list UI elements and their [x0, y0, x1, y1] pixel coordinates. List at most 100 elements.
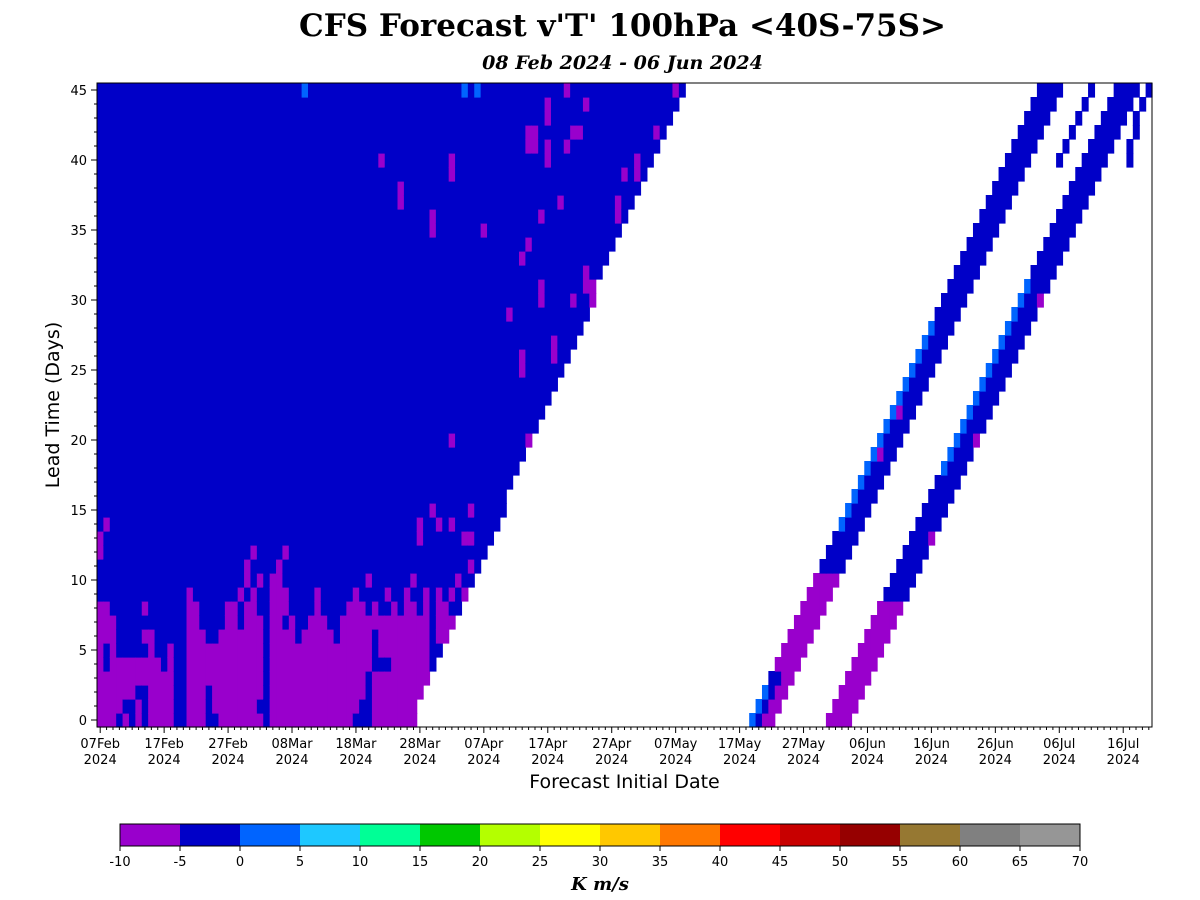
- heatmap-cell: [519, 335, 526, 350]
- heatmap-cell: [800, 615, 808, 630]
- heatmap-cell: [339, 559, 347, 574]
- heatmap-cell: [506, 237, 514, 252]
- heatmap-cell: [135, 97, 143, 112]
- heatmap-cell: [845, 699, 853, 714]
- heatmap-cell: [186, 111, 194, 126]
- heatmap-cell: [308, 139, 315, 154]
- heatmap-cell: [391, 517, 399, 532]
- heatmap-cell: [416, 111, 424, 126]
- heatmap-cell: [141, 391, 149, 406]
- heatmap-cell: [180, 503, 188, 518]
- heatmap-cell: [461, 503, 469, 518]
- heatmap-cell: [582, 223, 590, 238]
- heatmap-cell: [474, 433, 482, 448]
- heatmap-cell: [199, 293, 207, 308]
- heatmap-cell: [128, 125, 136, 140]
- heatmap-cell: [461, 475, 469, 490]
- heatmap-cell: [378, 419, 386, 434]
- heatmap-cell: [435, 489, 443, 504]
- heatmap-cell: [212, 643, 220, 658]
- heatmap-cell: [397, 153, 405, 168]
- heatmap-cell: [359, 433, 367, 448]
- heatmap-cell: [352, 111, 360, 126]
- heatmap-cell: [384, 713, 392, 728]
- heatmap-cell: [384, 209, 392, 224]
- heatmap-cell: [589, 293, 597, 308]
- heatmap-cell: [455, 363, 463, 378]
- heatmap-cell: [480, 335, 488, 350]
- heatmap-cell: [1094, 153, 1102, 168]
- heatmap-cell: [461, 419, 469, 434]
- heatmap-cell: [397, 489, 405, 504]
- heatmap-cell: [269, 657, 277, 672]
- heatmap-cell: [352, 671, 360, 686]
- heatmap-cell: [288, 433, 296, 448]
- heatmap-cell: [525, 111, 533, 126]
- heatmap-cell: [327, 489, 335, 504]
- heatmap-cell: [602, 237, 610, 252]
- heatmap-cell: [384, 685, 392, 700]
- heatmap-cell: [410, 321, 418, 336]
- heatmap-cell: [301, 167, 309, 182]
- heatmap-cell: [224, 377, 232, 392]
- heatmap-cell: [378, 335, 386, 350]
- heatmap-cell: [339, 433, 347, 448]
- heatmap-cell: [557, 153, 565, 168]
- heatmap-cell: [173, 377, 181, 392]
- heatmap-cell: [186, 223, 194, 238]
- heatmap-cell: [563, 251, 571, 266]
- heatmap-cell: [135, 335, 143, 350]
- heatmap-cell: [423, 657, 431, 672]
- heatmap-cell: [327, 111, 335, 126]
- heatmap-cell: [391, 573, 399, 588]
- heatmap-cell: [244, 167, 252, 182]
- heatmap-cell: [135, 377, 143, 392]
- heatmap-cell: [154, 713, 162, 728]
- heatmap-cell: [199, 475, 207, 490]
- heatmap-cell: [250, 153, 258, 168]
- heatmap-cell: [282, 433, 290, 448]
- heatmap-cell: [314, 153, 322, 168]
- heatmap-cell: [154, 447, 162, 462]
- heatmap-cell: [212, 279, 220, 294]
- heatmap-cell: [1145, 83, 1153, 98]
- heatmap-cell: [563, 125, 571, 140]
- heatmap-cell: [461, 517, 469, 532]
- heatmap-cell: [192, 671, 200, 686]
- heatmap-cell: [128, 475, 136, 490]
- heatmap-cell: [250, 475, 258, 490]
- heatmap-cell: [1094, 125, 1102, 140]
- heatmap-cell: [359, 419, 367, 434]
- heatmap-cell: [410, 307, 418, 322]
- heatmap-cell: [371, 139, 379, 154]
- heatmap-cell: [346, 671, 354, 686]
- heatmap-cell: [845, 713, 853, 728]
- heatmap-cell: [250, 545, 258, 560]
- heatmap-cell: [1107, 139, 1115, 154]
- heatmap-cell: [288, 335, 296, 350]
- heatmap-cell: [141, 531, 149, 546]
- heatmap-cell: [160, 699, 168, 714]
- heatmap-cell: [378, 489, 386, 504]
- heatmap-cell: [857, 643, 865, 658]
- heatmap-cell: [506, 223, 514, 238]
- heatmap-cell: [276, 699, 284, 714]
- heatmap-cell: [192, 643, 200, 658]
- heatmap-cell: [544, 125, 552, 140]
- heatmap-cell: [308, 321, 315, 336]
- heatmap-cell: [979, 419, 987, 434]
- heatmap-cell: [371, 615, 379, 630]
- heatmap-cell: [346, 237, 354, 252]
- heatmap-cell: [563, 167, 571, 182]
- heatmap-cell: [614, 167, 622, 182]
- heatmap-cell: [141, 433, 149, 448]
- heatmap-cell: [365, 97, 373, 112]
- heatmap-cell: [582, 307, 590, 322]
- heatmap-cells: [97, 83, 1153, 728]
- heatmap-cell: [972, 433, 980, 448]
- heatmap-cell: [180, 587, 188, 602]
- heatmap-cell: [301, 559, 309, 574]
- heatmap-cell: [180, 279, 188, 294]
- heatmap-cell: [352, 83, 360, 98]
- heatmap-cell: [314, 531, 322, 546]
